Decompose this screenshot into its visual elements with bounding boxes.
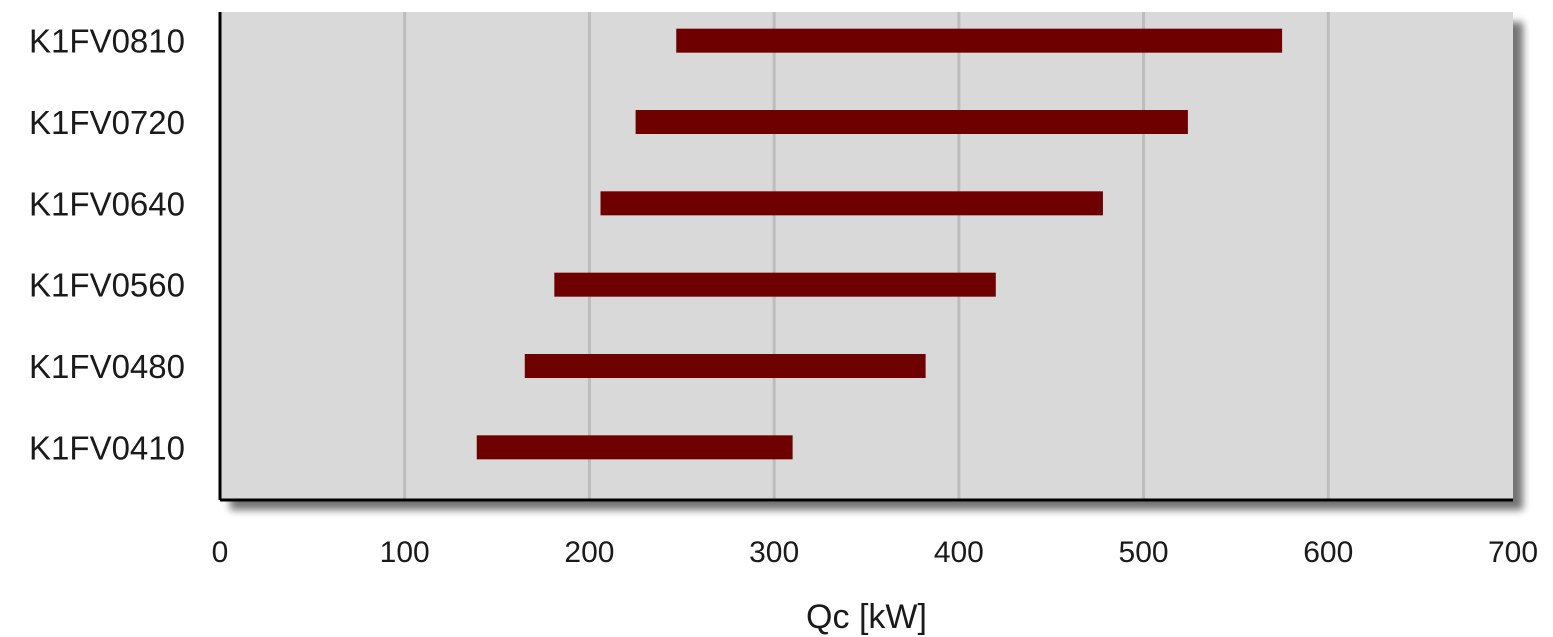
bar-k1fv0720 (635, 110, 1188, 134)
axes (218, 12, 1513, 502)
x-tick-label: 400 (934, 536, 984, 569)
plot-area (220, 12, 1513, 500)
category-label: K1FV0640 (29, 185, 185, 222)
x-tick-label: 200 (564, 536, 614, 569)
category-label: K1FV0720 (29, 104, 185, 141)
x-tick-label: 700 (1488, 536, 1538, 569)
x-tick-label: 500 (1119, 536, 1169, 569)
x-tick-label: 600 (1303, 536, 1353, 569)
x-axis-title: Qc [kW] (806, 598, 927, 636)
category-labels: K1FV0810 K1FV0720 K1FV0640 K1FV0560 K1FV0480… (29, 23, 185, 467)
x-tick-label: 300 (749, 536, 799, 569)
x-tick-label: 0 (212, 536, 229, 569)
bar-k1fv0640 (600, 191, 1103, 216)
category-label: K1FV0480 (29, 348, 185, 385)
category-label: K1FV0410 (29, 429, 185, 466)
bar-k1fv0560 (554, 272, 996, 297)
bars (476, 28, 1283, 460)
gridlines (403, 12, 1330, 500)
bar-k1fv0410 (476, 435, 793, 460)
x-tick-label: 100 (380, 536, 430, 569)
x-tick-labels: 0 100 200 300 400 500 600 700 (212, 536, 1538, 569)
category-label: K1FV0810 (29, 23, 185, 60)
bar-k1fv0480 (524, 354, 926, 378)
bar-k1fv0810 (676, 28, 1283, 53)
category-label: K1FV0560 (29, 267, 185, 304)
